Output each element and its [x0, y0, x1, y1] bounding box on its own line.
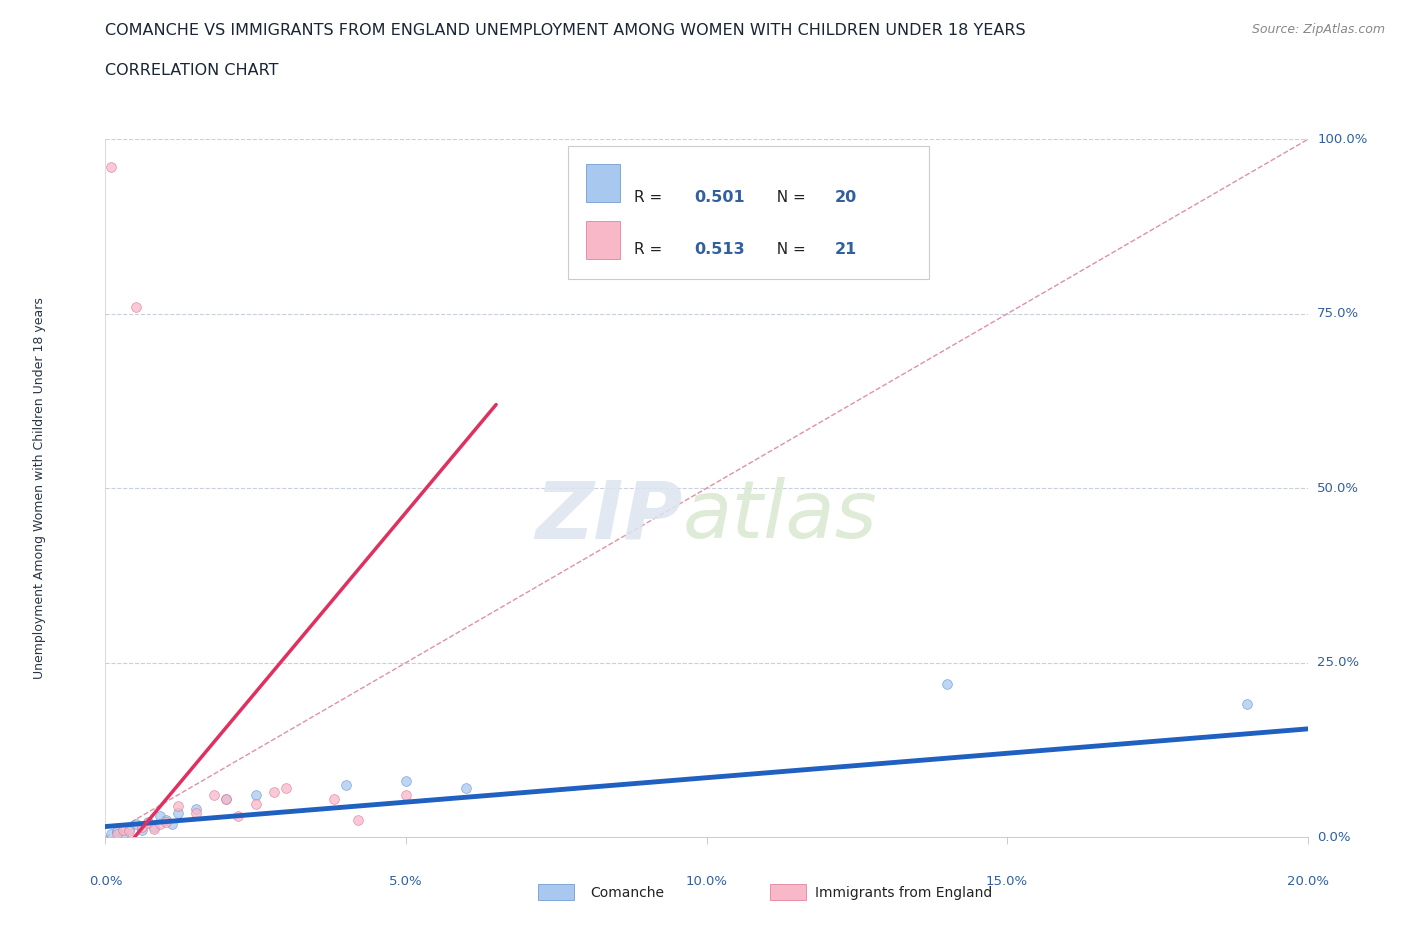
- Text: COMANCHE VS IMMIGRANTS FROM ENGLAND UNEMPLOYMENT AMONG WOMEN WITH CHILDREN UNDER: COMANCHE VS IMMIGRANTS FROM ENGLAND UNEM…: [105, 23, 1026, 38]
- Text: 20: 20: [835, 190, 858, 205]
- Text: 100.0%: 100.0%: [1317, 133, 1368, 146]
- Text: Comanche: Comanche: [591, 885, 665, 900]
- Text: 20.0%: 20.0%: [1286, 875, 1329, 888]
- Text: atlas: atlas: [682, 477, 877, 555]
- Text: 25.0%: 25.0%: [1317, 657, 1360, 669]
- Bar: [770, 884, 806, 900]
- Text: ZIP: ZIP: [536, 477, 682, 555]
- Text: CORRELATION CHART: CORRELATION CHART: [105, 63, 278, 78]
- Text: Source: ZipAtlas.com: Source: ZipAtlas.com: [1251, 23, 1385, 36]
- Text: R =: R =: [634, 243, 668, 258]
- Text: 10.0%: 10.0%: [686, 875, 727, 888]
- Text: N =: N =: [766, 190, 810, 205]
- Bar: [538, 884, 574, 900]
- Text: 5.0%: 5.0%: [389, 875, 423, 888]
- Text: 15.0%: 15.0%: [986, 875, 1028, 888]
- Text: 75.0%: 75.0%: [1317, 308, 1360, 320]
- Text: Immigrants from England: Immigrants from England: [815, 885, 993, 900]
- Bar: [586, 164, 620, 202]
- Text: 0.501: 0.501: [695, 190, 745, 205]
- Bar: [586, 220, 620, 259]
- Text: Unemployment Among Women with Children Under 18 years: Unemployment Among Women with Children U…: [32, 298, 46, 679]
- Text: N =: N =: [766, 243, 810, 258]
- Text: 0.513: 0.513: [695, 243, 745, 258]
- Text: 21: 21: [835, 243, 858, 258]
- Text: 50.0%: 50.0%: [1317, 482, 1360, 495]
- Text: 0.0%: 0.0%: [1317, 830, 1351, 844]
- Text: R =: R =: [634, 190, 668, 205]
- Text: 0.0%: 0.0%: [89, 875, 122, 888]
- FancyBboxPatch shape: [568, 147, 929, 279]
